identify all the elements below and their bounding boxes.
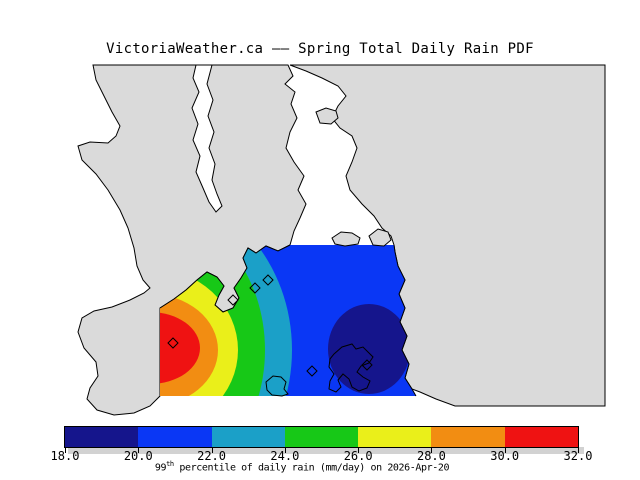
colorbar-shadow	[68, 447, 584, 454]
colorbar-segment	[358, 427, 432, 447]
colorbar-tick-label: 28.0	[416, 449, 446, 463]
caption-base: 99	[154, 462, 167, 474]
contour-band-red	[160, 312, 200, 384]
colorbar-tick	[65, 447, 66, 453]
colorbar-segment	[211, 427, 285, 447]
station-marker	[361, 359, 373, 371]
station-marker	[262, 274, 274, 286]
island-james	[368, 228, 392, 247]
colorbar-tick-label: 20.0	[123, 449, 153, 463]
island-small-north	[315, 107, 339, 125]
colorbar	[64, 426, 579, 448]
station-marker	[227, 294, 239, 306]
coastline-east-edge	[393, 244, 417, 397]
colorbar-segment	[138, 427, 212, 447]
island-outline-discovery	[265, 375, 289, 397]
colorbar-tick-label: 30.0	[490, 449, 520, 463]
island-outline-san-juan	[328, 343, 374, 393]
page-title: VictoriaWeather.ca —— Spring Total Daily…	[106, 41, 534, 57]
contour-band-navy	[328, 304, 410, 394]
station-marker	[306, 365, 318, 377]
colorbar-segment	[504, 427, 578, 447]
colorbar-segment	[284, 427, 359, 447]
colorbar-tick	[431, 447, 433, 453]
colorbar-tick	[358, 447, 360, 453]
island-sidney	[331, 231, 361, 247]
colorbar-segment	[65, 427, 139, 447]
station-markers	[167, 274, 373, 377]
colorbar-tick-label: 18.0	[50, 449, 80, 463]
colorbar-tick-label: 26.0	[343, 449, 373, 463]
colorbar-tick-label: 32.0	[563, 449, 593, 463]
colorbar-segment	[431, 427, 505, 447]
saanich-inlet	[191, 64, 223, 213]
colorbar-tick	[284, 447, 286, 453]
caption-rest: percentile of daily rain (mm/day) on 202…	[173, 462, 450, 474]
colorbar-tick	[138, 447, 140, 453]
colorbar-tick-label: 22.0	[197, 449, 227, 463]
caption-superscript: th	[166, 460, 174, 468]
colorbar-tick	[504, 447, 506, 453]
station-marker	[249, 282, 261, 294]
station-marker	[167, 337, 179, 349]
colorbar-tick	[578, 447, 579, 453]
colorbar-tick-label: 24.0	[270, 449, 300, 463]
colorbar-caption: 99th percentile of daily rain (mm/day) o…	[0, 460, 604, 473]
coastline-victoria	[159, 244, 291, 313]
colorbar-tick	[211, 447, 213, 453]
contour-band-green	[160, 245, 265, 396]
